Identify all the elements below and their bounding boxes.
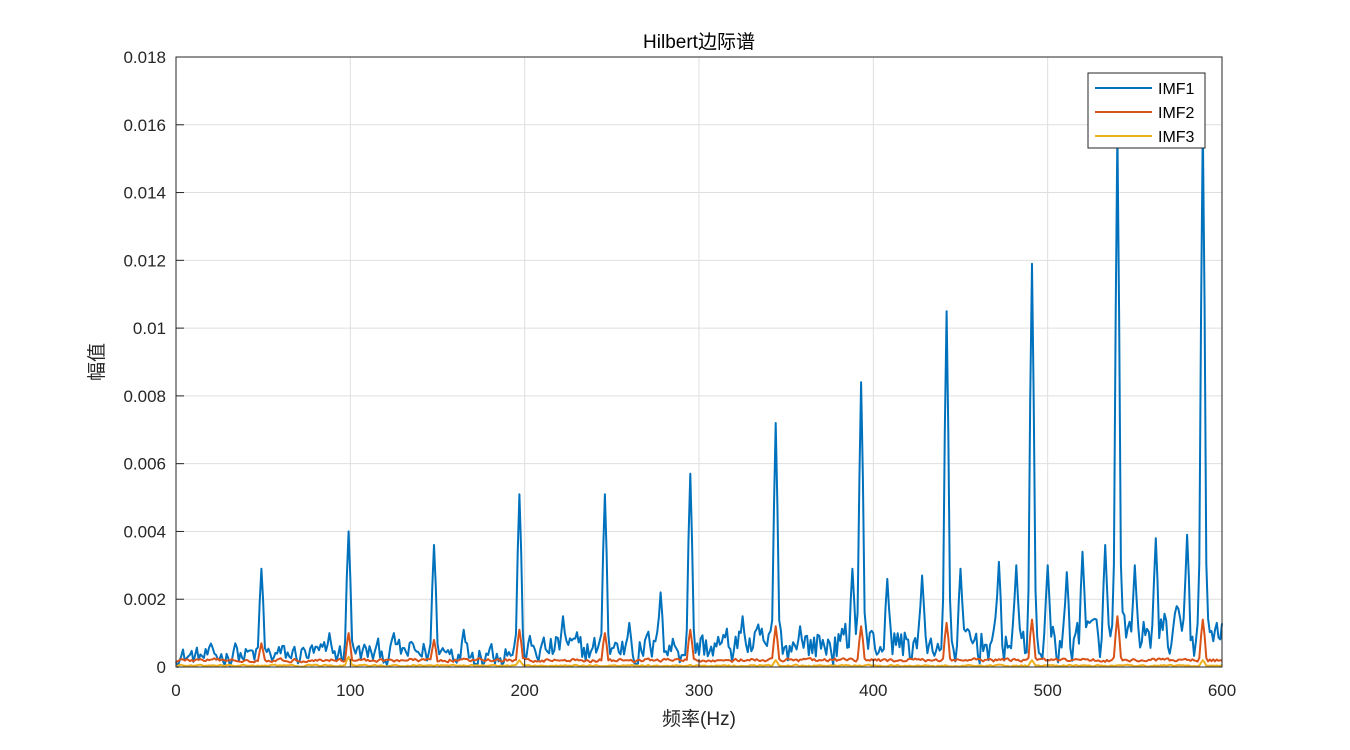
series-line-imf1: [175, 123, 1223, 668]
y-tick-label: 0.002: [123, 590, 166, 609]
y-tick-label: 0: [157, 658, 166, 677]
legend-label-imf1: IMF1: [1158, 81, 1195, 98]
y-tick-label: 0.012: [123, 251, 166, 270]
legend[interactable]: IMF1 IMF2 IMF3: [1087, 72, 1206, 149]
legend-label-imf2: IMF2: [1158, 105, 1195, 122]
y-tick-label: 0.01: [133, 319, 166, 338]
y-tick-label: 0.004: [123, 522, 166, 541]
x-tick-label: 400: [859, 681, 887, 700]
y-tick-label: 0.018: [123, 48, 166, 67]
chart-title: Hilbert边际谱: [643, 31, 755, 53]
x-tick-label: 200: [510, 681, 538, 700]
y-tick-label: 0.014: [123, 184, 166, 203]
legend-label-imf3: IMF3: [1158, 129, 1195, 146]
y-tick-label: 0.016: [123, 116, 166, 135]
x-axis-label: 频率(Hz): [662, 708, 736, 730]
x-tick-label: 300: [685, 681, 713, 700]
y-axis-label: 幅值: [86, 343, 108, 381]
y-tick-label: 0.008: [123, 387, 166, 406]
x-tick-label: 500: [1033, 681, 1061, 700]
y-tick-label: 0.006: [123, 455, 166, 474]
x-tick-label: 0: [171, 681, 180, 700]
ticks: 0 100 200 300 400 500 600 0 0.002 0.004 0.006 0.008…: [123, 48, 1236, 700]
x-tick-label: 600: [1208, 681, 1236, 700]
x-tick-label: 100: [336, 681, 364, 700]
